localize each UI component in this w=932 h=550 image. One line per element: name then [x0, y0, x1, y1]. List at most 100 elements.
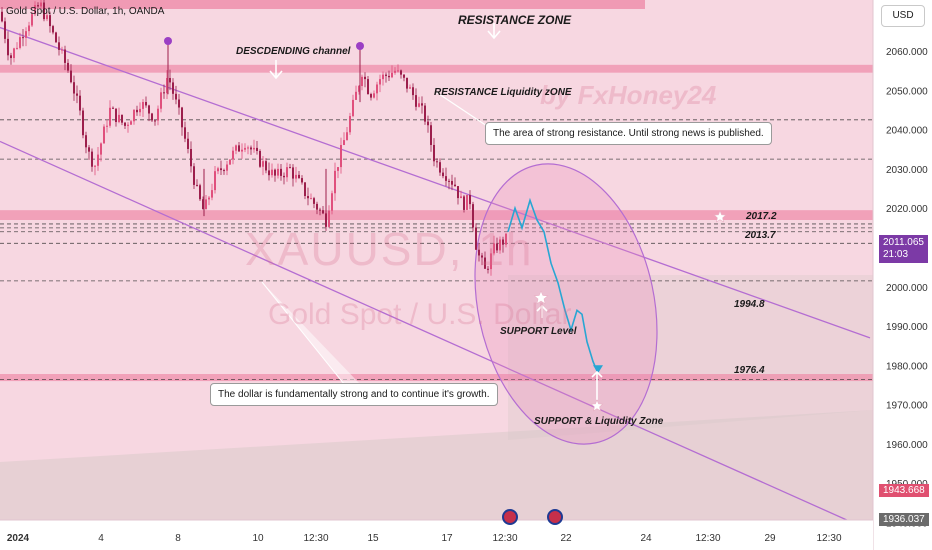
candle-body	[142, 102, 144, 109]
note-dollar: The dollar is fundamentally strong and t…	[210, 383, 498, 406]
candle-body	[19, 37, 21, 48]
candle-body	[10, 55, 12, 59]
candles	[1, 0, 507, 276]
candle-body	[460, 196, 462, 199]
candle-body	[205, 199, 207, 210]
candle-body	[430, 125, 432, 145]
candle-body	[346, 132, 348, 141]
candle-body	[493, 243, 495, 254]
candle-body	[457, 186, 459, 199]
resistance-zone-band-top	[0, 0, 645, 9]
candle-body	[97, 154, 99, 166]
us-flag-event-1	[502, 509, 518, 525]
candle-body	[244, 147, 246, 150]
candle-body	[184, 127, 186, 139]
zone-2	[0, 374, 873, 382]
candle-body	[139, 108, 141, 113]
candle-body	[421, 103, 423, 106]
candle-body	[310, 198, 312, 200]
candle-body	[337, 167, 339, 171]
level-label-1976: 1976.4	[734, 365, 765, 376]
resistance-zone-label: RESISTANCE ZONE	[458, 13, 572, 27]
candle-body	[475, 227, 477, 250]
candle-body	[91, 151, 93, 167]
candle-body	[214, 171, 216, 191]
candle-body	[367, 79, 369, 95]
candle-body	[100, 143, 102, 155]
candle-body	[79, 95, 81, 111]
candle-body	[301, 178, 303, 183]
candle-body	[277, 168, 279, 176]
candle-body	[28, 25, 30, 32]
candle-body	[373, 93, 375, 98]
candle-body	[415, 95, 417, 107]
candle-body	[163, 92, 165, 94]
price-tick-label: 2060.000	[886, 47, 928, 58]
candle-body	[496, 243, 498, 251]
candle-body	[340, 144, 342, 168]
up-arrow-liquidity	[591, 370, 603, 400]
candle-body	[145, 102, 147, 106]
time-tick-label: 15	[367, 533, 379, 544]
candle-body	[25, 31, 27, 38]
candle-body	[490, 253, 492, 270]
candle-body	[13, 48, 15, 59]
candle-body	[322, 210, 324, 214]
candle-body	[424, 105, 426, 122]
candle-body	[412, 87, 414, 96]
time-tick-label: 2024	[7, 533, 30, 544]
candle-body	[397, 70, 399, 72]
time-tick-label: 12:30	[492, 533, 517, 544]
candle-body	[64, 49, 66, 63]
candle-body	[55, 32, 57, 43]
candle-body	[85, 135, 87, 148]
candle-body	[265, 161, 267, 171]
candle-body	[121, 114, 123, 123]
candle-body	[286, 167, 288, 178]
candle-body	[343, 140, 345, 145]
candle-body	[361, 76, 363, 87]
candle-body	[223, 170, 225, 172]
currency-button[interactable]: USD	[881, 5, 925, 27]
candle-body	[118, 114, 120, 123]
watermark-author: by FxHoney24	[540, 80, 717, 110]
candle-body	[406, 77, 408, 89]
candle-body	[46, 15, 48, 20]
candle-body	[196, 184, 198, 186]
time-tick-label: 8	[175, 533, 181, 544]
candle-body	[388, 75, 390, 78]
candle-body	[211, 190, 213, 198]
candle-body	[391, 72, 393, 78]
candle-body	[385, 74, 387, 76]
callout-pointer-resistance	[435, 91, 491, 129]
projection-path	[507, 197, 599, 374]
candle-body	[448, 180, 450, 182]
candle-body	[193, 166, 195, 185]
time-axis-panel	[0, 520, 873, 550]
candle-body	[70, 70, 72, 83]
candle-body	[247, 147, 249, 149]
candle-body	[73, 82, 75, 94]
candle-body	[298, 174, 300, 179]
price-tick-label: 2050.000	[886, 86, 928, 97]
candle-body	[187, 138, 189, 149]
candle-body	[199, 185, 201, 200]
candle-body	[88, 147, 90, 152]
symbol-title[interactable]: Gold Spot / U.S. Dollar, 1h, OANDA	[6, 6, 165, 17]
candle-body	[409, 87, 411, 89]
candle-body	[235, 145, 237, 151]
candle-body	[268, 170, 270, 176]
lower-grey-region	[0, 410, 873, 520]
price-axis-panel	[873, 0, 932, 550]
candle-body	[37, 5, 39, 7]
resistance-liquidity-zone-label: RESISTANCE Liquidity zONE	[434, 87, 572, 98]
level-label-2017: 2017.2	[746, 211, 777, 222]
candle-body	[127, 124, 129, 126]
candle-body	[280, 168, 282, 176]
candle-body	[499, 239, 501, 251]
candle-body	[232, 150, 234, 160]
candle-body	[355, 91, 357, 100]
star-mark-2017	[713, 210, 727, 223]
